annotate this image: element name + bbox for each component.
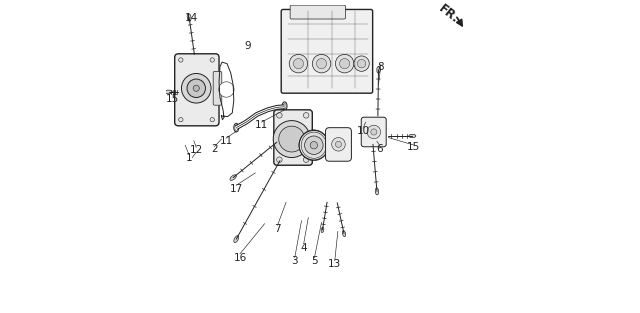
Text: 10: 10 bbox=[356, 126, 370, 136]
FancyBboxPatch shape bbox=[175, 54, 219, 126]
Circle shape bbox=[289, 54, 308, 73]
FancyBboxPatch shape bbox=[281, 9, 372, 93]
Text: 9: 9 bbox=[244, 41, 251, 51]
Circle shape bbox=[335, 54, 354, 73]
Circle shape bbox=[219, 82, 234, 97]
Circle shape bbox=[276, 113, 282, 118]
Text: 17: 17 bbox=[230, 184, 243, 194]
Circle shape bbox=[276, 157, 282, 162]
Ellipse shape bbox=[188, 14, 191, 21]
Circle shape bbox=[179, 117, 183, 122]
Text: 4: 4 bbox=[300, 243, 307, 253]
Text: 15: 15 bbox=[406, 142, 420, 152]
Text: 14: 14 bbox=[185, 13, 198, 23]
Circle shape bbox=[305, 136, 323, 154]
Ellipse shape bbox=[377, 66, 380, 73]
Circle shape bbox=[182, 74, 211, 103]
Text: 13: 13 bbox=[328, 259, 341, 269]
Circle shape bbox=[340, 59, 349, 69]
Text: 2: 2 bbox=[211, 144, 218, 154]
Ellipse shape bbox=[342, 231, 346, 237]
Circle shape bbox=[187, 79, 205, 98]
Circle shape bbox=[279, 126, 305, 152]
Circle shape bbox=[316, 59, 326, 69]
Ellipse shape bbox=[375, 188, 379, 195]
Circle shape bbox=[303, 113, 309, 118]
FancyBboxPatch shape bbox=[290, 5, 346, 19]
Ellipse shape bbox=[235, 125, 237, 131]
Text: 16: 16 bbox=[234, 253, 246, 263]
Circle shape bbox=[335, 141, 342, 147]
Text: 11: 11 bbox=[220, 136, 233, 146]
Circle shape bbox=[371, 129, 377, 135]
Circle shape bbox=[354, 56, 369, 71]
Text: 3: 3 bbox=[291, 256, 298, 266]
Text: 11: 11 bbox=[255, 120, 268, 130]
Text: 12: 12 bbox=[189, 145, 203, 155]
FancyBboxPatch shape bbox=[213, 71, 222, 105]
Text: 5: 5 bbox=[311, 256, 318, 266]
Ellipse shape bbox=[284, 103, 286, 109]
Text: 6: 6 bbox=[377, 144, 383, 154]
Circle shape bbox=[310, 141, 317, 149]
Text: FR.: FR. bbox=[436, 2, 461, 26]
Circle shape bbox=[210, 58, 214, 62]
Circle shape bbox=[179, 58, 183, 62]
Text: 8: 8 bbox=[378, 62, 384, 72]
Circle shape bbox=[293, 59, 303, 69]
Ellipse shape bbox=[234, 236, 239, 243]
Ellipse shape bbox=[164, 90, 172, 94]
Ellipse shape bbox=[234, 123, 239, 132]
Circle shape bbox=[332, 137, 345, 151]
Circle shape bbox=[312, 54, 331, 73]
Ellipse shape bbox=[321, 227, 324, 233]
Text: 7: 7 bbox=[274, 224, 281, 234]
FancyBboxPatch shape bbox=[361, 117, 386, 147]
Ellipse shape bbox=[409, 134, 416, 138]
Circle shape bbox=[357, 59, 366, 68]
Circle shape bbox=[273, 121, 310, 157]
FancyBboxPatch shape bbox=[274, 110, 312, 165]
FancyBboxPatch shape bbox=[326, 128, 351, 161]
Ellipse shape bbox=[230, 175, 236, 180]
Text: 1: 1 bbox=[186, 153, 193, 163]
Circle shape bbox=[210, 117, 214, 122]
Ellipse shape bbox=[282, 102, 287, 110]
Circle shape bbox=[193, 85, 199, 91]
Circle shape bbox=[367, 125, 381, 139]
Text: 15: 15 bbox=[166, 94, 179, 104]
Circle shape bbox=[303, 157, 309, 162]
Circle shape bbox=[299, 131, 328, 160]
